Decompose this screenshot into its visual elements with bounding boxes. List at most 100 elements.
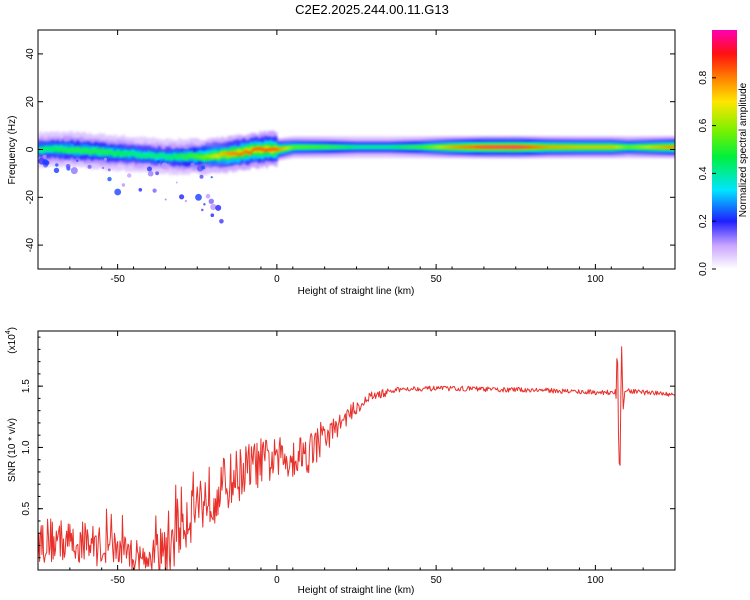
spectrogram-cell bbox=[335, 146, 338, 148]
spectrogram-cell bbox=[313, 146, 316, 148]
spectrogram-cell bbox=[125, 153, 128, 157]
spectrogram-cell bbox=[280, 148, 283, 150]
snr-scale-factor: (x104) bbox=[5, 327, 18, 354]
spectrogram-cell bbox=[267, 148, 270, 151]
spectrogram-cell bbox=[394, 146, 397, 148]
spectrogram-cell bbox=[184, 152, 187, 159]
colorbar-tick-label: 0.4 bbox=[698, 166, 709, 180]
spectrogram-cell bbox=[331, 146, 334, 148]
spectrogram-cell bbox=[346, 146, 350, 148]
spectrogram-cell bbox=[278, 148, 281, 151]
colorbar-tick-label: 0.0 bbox=[698, 262, 709, 276]
spectrogram-cell bbox=[639, 146, 643, 148]
spectrogram-cell bbox=[300, 146, 303, 148]
spectrogram-cell bbox=[424, 146, 428, 148]
spectrogram-cell bbox=[149, 152, 152, 156]
spectrogram-cell bbox=[131, 152, 135, 156]
spectrogram-cell bbox=[561, 146, 565, 148]
spectrogram-cell bbox=[131, 149, 135, 156]
spectrogram-cell bbox=[323, 146, 326, 148]
spectrogram-blob bbox=[147, 170, 154, 177]
spectrogram-cell bbox=[491, 146, 495, 148]
spectrogram-cell bbox=[254, 147, 257, 151]
colorbar-ticks: 0.0 0.2 0.4 0.6 0.8 bbox=[698, 70, 716, 276]
spectrogram-cell bbox=[166, 155, 170, 159]
spectrogram-cell bbox=[305, 146, 308, 148]
spectrogram-cell bbox=[636, 146, 639, 148]
spectrogram-cell bbox=[256, 147, 259, 151]
spectrogram-cell bbox=[638, 146, 641, 148]
spectrogram-cell bbox=[111, 148, 114, 155]
spectrogram-cell bbox=[178, 155, 181, 162]
spectrogram-cell bbox=[104, 149, 108, 156]
snr-xlabel: Height of straight line (km) bbox=[298, 585, 415, 596]
spectrogram-cell bbox=[485, 146, 488, 148]
spectrogram-cell bbox=[203, 156, 206, 160]
spectrogram-blob bbox=[87, 164, 92, 169]
spectrogram-cell bbox=[162, 153, 165, 157]
spectrogram-cell bbox=[560, 146, 563, 148]
spectrogram-cell bbox=[625, 146, 628, 148]
spectrogram-cell bbox=[125, 150, 128, 157]
spectrogram-cell bbox=[598, 146, 601, 148]
spectrogram-cell bbox=[453, 146, 456, 148]
spectrogram-cell bbox=[190, 154, 194, 158]
spectrogram-cell bbox=[147, 150, 151, 157]
spectrogram-cell bbox=[587, 146, 590, 148]
spectrogram-cell bbox=[194, 155, 197, 159]
spectrogram-cell bbox=[596, 146, 600, 148]
spectrogram-cell bbox=[221, 153, 224, 157]
spectrogram-cell bbox=[216, 155, 219, 158]
spectrogram-cell bbox=[652, 146, 655, 148]
spectrogram-cell bbox=[52, 146, 55, 150]
spectrogram-cell bbox=[230, 153, 233, 156]
spectrogram-blob bbox=[107, 168, 111, 172]
spectrogram-cell bbox=[65, 148, 68, 152]
spectrogram-cell bbox=[139, 153, 143, 157]
spectrogram-cell bbox=[208, 154, 211, 158]
spectrogram-blob bbox=[203, 203, 206, 206]
spectrogram-cell bbox=[93, 149, 96, 153]
spectrogram-cell bbox=[396, 146, 399, 148]
spectrogram-cell bbox=[383, 146, 386, 148]
spectrogram-cell bbox=[350, 146, 353, 148]
spectrogram-xtick-label: 100 bbox=[587, 274, 604, 285]
spectrogram-cell bbox=[517, 146, 520, 148]
spectrogram-cell bbox=[429, 146, 432, 148]
spectrogram-cell bbox=[151, 155, 154, 159]
spectrogram-cell bbox=[667, 146, 670, 148]
spectrogram-cell bbox=[482, 146, 485, 148]
snr-xtick-label: 50 bbox=[431, 575, 443, 586]
spectrogram-cell bbox=[225, 152, 229, 159]
spectrogram-cell bbox=[174, 154, 178, 158]
spectrogram-cell bbox=[98, 149, 101, 156]
spectrogram-cell bbox=[407, 146, 410, 148]
spectrogram-cell bbox=[488, 146, 491, 148]
spectrogram-cell bbox=[437, 146, 440, 148]
spectrogram-cell bbox=[307, 146, 310, 148]
spectrogram-cell bbox=[603, 146, 606, 148]
spectrogram-cell bbox=[418, 146, 421, 148]
spectrogram-cell bbox=[472, 146, 475, 148]
spectrogram-cell bbox=[641, 146, 644, 148]
spectrogram-cell bbox=[595, 146, 598, 148]
spectrogram-cell bbox=[144, 155, 147, 159]
spectrogram-cell bbox=[391, 146, 394, 148]
spectrogram-blob bbox=[195, 193, 202, 201]
spectrogram-cell bbox=[249, 151, 252, 155]
colorbar-tick-label: 0.2 bbox=[698, 214, 709, 228]
spectrogram-cell bbox=[585, 146, 589, 148]
spectrogram-cell bbox=[283, 147, 286, 150]
spectrogram-cell bbox=[665, 146, 668, 148]
snr-scale-base: (x10 bbox=[7, 334, 18, 354]
spectrogram-blob bbox=[210, 203, 217, 211]
spectrogram-cell bbox=[81, 149, 84, 152]
spectrogram-ytick-label: -40 bbox=[25, 237, 36, 252]
spectrogram-xtick-label: 0 bbox=[274, 274, 280, 285]
spectrogram-cell bbox=[100, 150, 103, 153]
spectrogram-cell bbox=[147, 153, 151, 157]
spectrogram-cell bbox=[109, 151, 112, 155]
spectrogram-cell bbox=[375, 146, 378, 148]
spectrogram-cell bbox=[590, 146, 593, 148]
spectrogram-cell bbox=[507, 146, 510, 148]
